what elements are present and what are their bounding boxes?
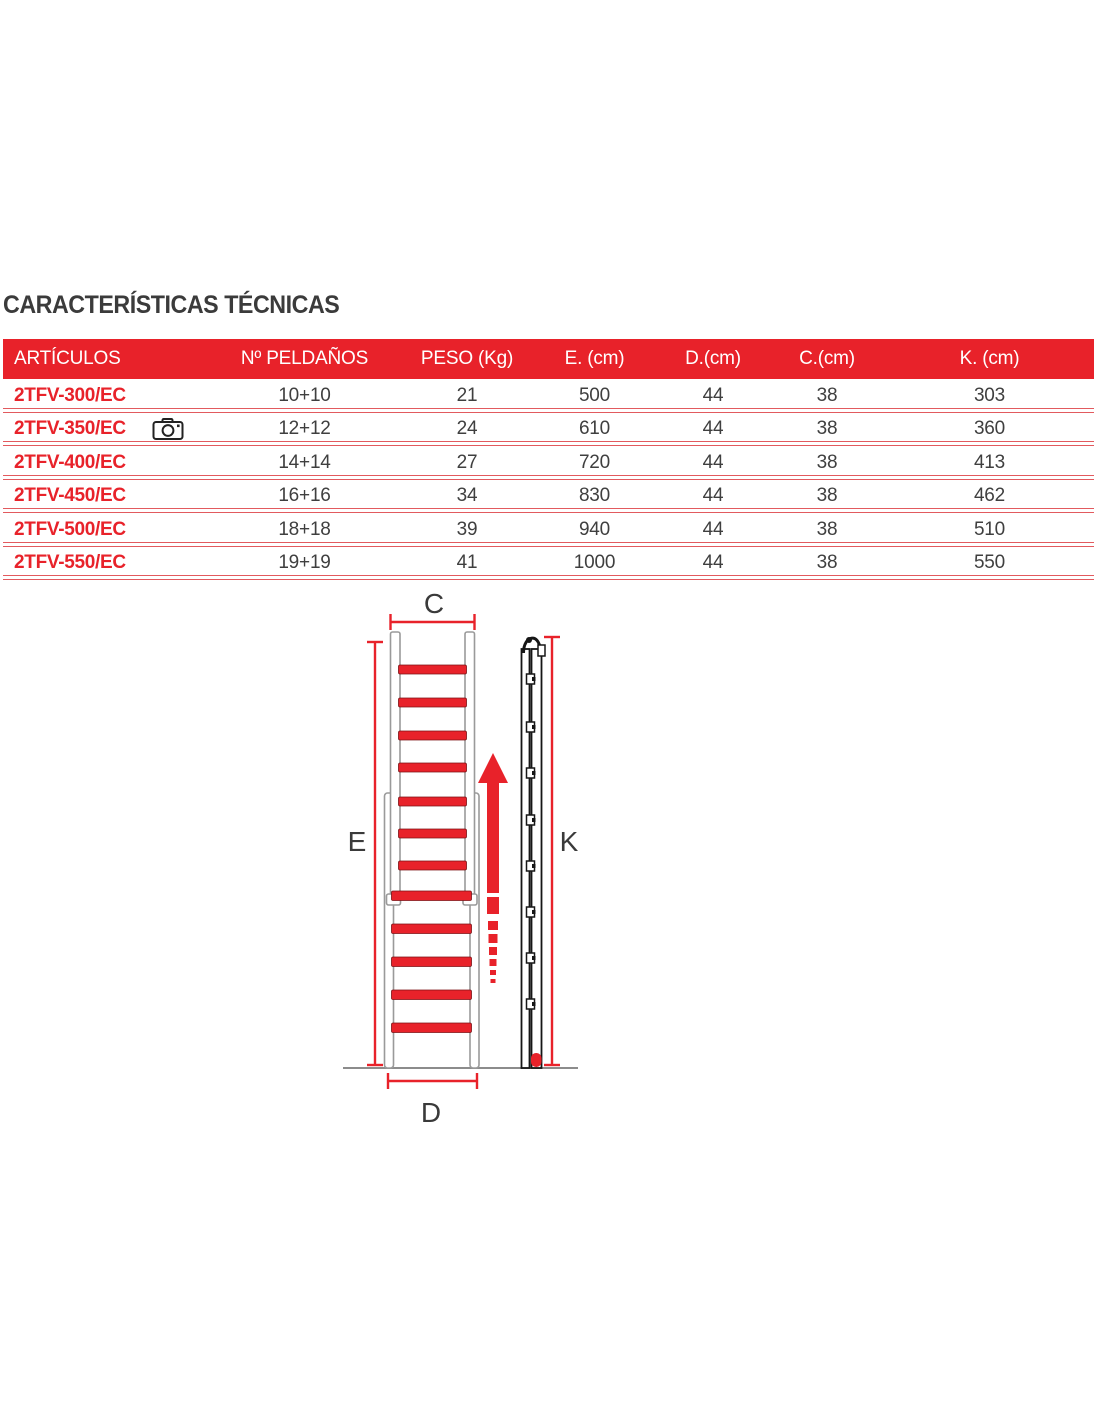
table-header-row: ARTÍCULOS Nº PELDAÑOS PESO (Kg) E. (cm) … [3, 339, 1094, 379]
cell-e: 940 [578, 518, 611, 540]
d-dimension-line [386, 1073, 479, 1089]
ladder-rung [398, 828, 467, 839]
cell-d: 44 [702, 552, 724, 574]
column-header-d: D.(cm) [685, 348, 741, 369]
column-header-c: C.(cm) [799, 348, 855, 369]
cell-articulo: 2TFV-450/EC [3, 480, 207, 514]
column-header-articulos: ARTÍCULOS [14, 348, 121, 369]
articulo-code: 2TFV-450/EC [14, 485, 126, 507]
ladder-rung [391, 1022, 472, 1033]
dim-label-c: C [424, 588, 444, 619]
cell-peso: 34 [456, 485, 478, 507]
table-row: 2TFV-300/EC 10+10 21 500 44 38 303 [3, 379, 1094, 413]
ladder-rung [391, 890, 472, 901]
cell-e: 610 [578, 418, 611, 440]
ladder-side-bracket-pins [532, 677, 536, 1006]
column-header-k: K. (cm) [959, 348, 1020, 369]
cell-k: 360 [973, 418, 1006, 440]
ladder-rung [398, 860, 467, 871]
dim-label-k: K [560, 826, 579, 857]
ladder-rung [398, 762, 467, 773]
spec-table: ARTÍCULOS Nº PELDAÑOS PESO (Kg) E. (cm) … [3, 339, 1094, 580]
cell-articulo: 2TFV-400/EC [3, 446, 207, 480]
cell-peldanos: 19+19 [278, 552, 331, 574]
cell-c: 38 [816, 418, 838, 440]
e-dimension-line [367, 640, 383, 1067]
cell-peldanos: 16+16 [278, 485, 331, 507]
ladder-foot [531, 1053, 542, 1067]
cell-c: 38 [816, 518, 838, 540]
cell-peso: 24 [456, 418, 478, 440]
cell-e: 1000 [573, 552, 616, 574]
table-row: 2TFV-550/EC 19+19 41 1000 44 38 550 [3, 547, 1094, 581]
ladder-hook-curl [526, 637, 532, 643]
cell-e: 720 [578, 451, 611, 473]
ladder-front-upper-section [385, 631, 478, 906]
cell-peso: 27 [456, 451, 478, 473]
articulo-code: 2TFV-550/EC [14, 552, 126, 574]
cell-c: 38 [816, 451, 838, 473]
cell-d: 44 [702, 384, 724, 406]
table-row: 2TFV-450/EC 16+16 34 830 44 38 462 [3, 480, 1094, 514]
dim-label-d: D [421, 1097, 441, 1128]
ladder-top-tab [537, 644, 546, 657]
table-body: 2TFV-300/EC 10+10 21 500 44 38 303 2TFV-… [3, 379, 1094, 580]
cell-c: 38 [816, 384, 838, 406]
cell-e: 500 [578, 384, 611, 406]
cell-d: 44 [702, 485, 724, 507]
cell-peso: 41 [456, 552, 478, 574]
cell-articulo: 2TFV-350/EC [3, 413, 207, 447]
cell-peldanos: 18+18 [278, 518, 331, 540]
ladder-rung [398, 796, 467, 807]
cell-d: 44 [702, 418, 724, 440]
articulo-code: 2TFV-350/EC [14, 418, 126, 440]
cell-c: 38 [816, 485, 838, 507]
ladder-rung [398, 664, 467, 675]
cell-articulo: 2TFV-500/EC [3, 513, 207, 547]
ladder-side-view [520, 636, 546, 1069]
cell-d: 44 [702, 451, 724, 473]
ladder-rung [398, 730, 467, 741]
articulo-code: 2TFV-500/EC [14, 518, 126, 540]
dim-label-e: E [348, 826, 367, 857]
ladder-rung [398, 697, 467, 708]
extension-arrow-icon [478, 753, 508, 983]
cell-peldanos: 10+10 [278, 384, 331, 406]
ladder-rung [391, 923, 472, 934]
articulo-code: 2TFV-300/EC [14, 384, 126, 406]
cell-e: 830 [578, 485, 611, 507]
column-header-peldanos: Nº PELDAÑOS [240, 348, 369, 369]
ladder-diagram: C E K D [343, 588, 579, 1128]
table-row: 2TFV-400/EC 14+14 27 720 44 38 413 [3, 446, 1094, 480]
cell-peldanos: 14+14 [278, 451, 331, 473]
cell-d: 44 [702, 518, 724, 540]
column-header-e: E. (cm) [564, 348, 625, 369]
ladder-rungs [391, 664, 472, 1033]
cell-k: 303 [973, 384, 1006, 406]
cell-c: 38 [816, 552, 838, 574]
articulo-code: 2TFV-400/EC [14, 451, 126, 473]
cell-k: 550 [973, 552, 1006, 574]
cell-peldanos: 12+12 [278, 418, 331, 440]
ladder-rung [391, 989, 472, 1000]
cell-k: 510 [973, 518, 1006, 540]
ladder-rung [391, 956, 472, 967]
k-dimension-line [544, 635, 560, 1067]
c-dimension-line [389, 614, 476, 630]
cell-peso: 39 [456, 518, 478, 540]
column-header-peso: PESO (Kg) [420, 348, 514, 369]
cell-peso: 21 [456, 384, 478, 406]
table-row: 2TFV-500/EC 18+18 39 940 44 38 510 [3, 513, 1094, 547]
page-title: CARACTERÍSTICAS TÉCNICAS [3, 291, 340, 319]
camera-icon[interactable] [152, 418, 184, 441]
cell-k: 413 [973, 451, 1006, 473]
cell-k: 462 [973, 485, 1006, 507]
table-row: 2TFV-350/EC 12+12 24 610 44 38 360 [3, 413, 1094, 447]
cell-articulo: 2TFV-300/EC [3, 379, 207, 413]
cell-articulo: 2TFV-550/EC [3, 547, 207, 581]
